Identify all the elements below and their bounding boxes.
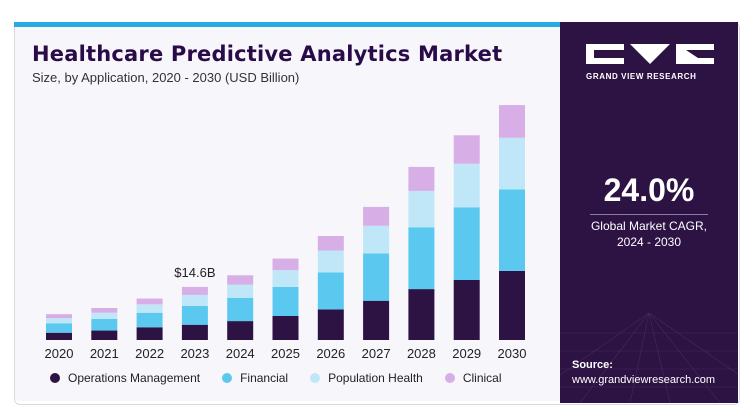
bar-segment-2030-0 xyxy=(499,270,525,340)
source-url[interactable]: www.grandviewresearch.com xyxy=(572,374,716,386)
bar-segment-2029-3 xyxy=(453,135,480,164)
cagr-value: 24.0% xyxy=(603,172,695,208)
bar-segment-2020-3 xyxy=(46,314,72,319)
brand-logo-icon xyxy=(586,44,714,64)
bar-segment-2027-2 xyxy=(363,225,390,254)
bar-segment-2028-3 xyxy=(408,166,435,191)
x-tick-label-2024: 2024 xyxy=(226,346,255,361)
bar-segment-2024-1 xyxy=(227,297,254,322)
bar-segment-2028-1 xyxy=(408,227,435,290)
bar-segment-2027-0 xyxy=(363,300,390,340)
bar-segment-2022-3 xyxy=(136,298,163,305)
x-tick-label-2025: 2025 xyxy=(271,346,300,361)
legend-item-operations: Operations Management xyxy=(50,371,200,385)
cagr-label-line2: 2024 - 2030 xyxy=(616,235,682,249)
legend-label-financial: Financial xyxy=(240,371,289,385)
brand-logo: GRAND VIEW RESEARCH xyxy=(586,42,716,81)
bar-segment-2021-3 xyxy=(91,308,118,313)
brand-name: GRAND VIEW RESEARCH xyxy=(586,72,697,81)
bar-segment-2023-1 xyxy=(181,305,208,325)
x-tick-label-2029: 2029 xyxy=(452,346,481,361)
bar-segment-2025-3 xyxy=(272,258,299,271)
bar-segment-2030-2 xyxy=(499,137,525,190)
chart-legend: Operations Management Financial Populati… xyxy=(50,371,524,385)
bar-segment-2026-0 xyxy=(317,309,344,340)
bar-chart: 2020 2021 2022 2023 $14.6B 2024 2025 2026 2027 20… xyxy=(45,105,527,361)
x-tick-label-2020: 2020 xyxy=(45,346,74,361)
x-tick-label-2021: 2021 xyxy=(90,346,119,361)
x-tick-label-2028: 2028 xyxy=(407,346,436,361)
bar-segment-2021-1 xyxy=(91,318,118,331)
legend-swatch-operations xyxy=(50,373,60,383)
bar-segment-2026-1 xyxy=(317,272,344,310)
bar-segment-2024-3 xyxy=(227,275,254,285)
bar-segment-2025-2 xyxy=(272,270,299,287)
bar-segment-2020-0 xyxy=(46,332,72,340)
chart-subtitle: Size, by Application, 2020 - 2030 (USD B… xyxy=(32,70,300,85)
x-tick-label-2023: 2023 xyxy=(180,346,209,361)
source-note: Source: www.grandviewresearch.com xyxy=(572,358,715,388)
bar-segment-2022-2 xyxy=(136,304,163,313)
accent-bar xyxy=(14,22,560,27)
legend-swatch-population xyxy=(310,373,321,383)
bar-segment-2028-2 xyxy=(408,190,435,228)
legend-item-clinical: Clinical xyxy=(444,371,502,385)
legend-item-financial: Financial xyxy=(222,371,288,385)
bar-segment-2029-2 xyxy=(453,163,480,208)
bar-segment-2026-3 xyxy=(317,236,344,251)
info-panel: GRAND VIEW RESEARCH 24.0% Global Market … xyxy=(560,22,738,403)
bar-segment-2021-0 xyxy=(91,330,118,340)
legend-swatch-clinical xyxy=(444,373,455,383)
x-tick-label-2027: 2027 xyxy=(362,346,391,361)
legend-label-operations: Operations Management xyxy=(68,371,201,385)
cagr-label: Global Market CAGR, 2024 - 2030 xyxy=(560,218,738,250)
bar-segment-2023-0 xyxy=(181,324,208,340)
bar-segment-2027-3 xyxy=(363,206,390,226)
bar-segment-2025-0 xyxy=(272,316,299,340)
bar-segment-2022-1 xyxy=(136,312,163,328)
bar-segment-2024-2 xyxy=(227,284,254,298)
data-label-2023: $14.6B xyxy=(174,265,215,280)
bar-segment-2030-3 xyxy=(499,105,525,138)
bar-segment-2024-0 xyxy=(227,321,254,340)
bar-segment-2028-0 xyxy=(408,289,435,340)
bar-segment-2027-1 xyxy=(363,253,390,301)
bar-segment-2020-2 xyxy=(46,318,72,324)
cagr-label-line1: Global Market CAGR, xyxy=(590,219,708,233)
bar-segment-2025-1 xyxy=(272,286,299,316)
x-tick-label-2030: 2030 xyxy=(498,346,527,361)
bar-segment-2029-0 xyxy=(453,280,480,340)
bar-segment-2023-2 xyxy=(181,294,208,306)
bar-segment-2021-2 xyxy=(91,312,118,319)
cagr-divider xyxy=(590,214,708,215)
bar-segment-2023-3 xyxy=(181,286,208,295)
decorative-grid xyxy=(560,313,738,403)
bar-segment-2030-1 xyxy=(499,189,525,271)
bar-segment-2029-1 xyxy=(453,207,480,280)
legend-item-population: Population Health xyxy=(310,371,423,385)
bar-segment-2026-2 xyxy=(317,250,344,273)
legend-label-clinical: Clinical xyxy=(462,371,502,385)
chart-title: Healthcare Predictive Analytics Market xyxy=(32,42,503,66)
x-tick-label-2026: 2026 xyxy=(316,346,345,361)
legend-label-population: Population Health xyxy=(328,371,423,385)
x-tick-label-2022: 2022 xyxy=(135,346,164,361)
source-label: Source: xyxy=(572,359,613,371)
bar-segment-2020-1 xyxy=(46,323,72,333)
bar-segment-2022-0 xyxy=(136,327,163,340)
legend-swatch-financial xyxy=(222,373,233,383)
